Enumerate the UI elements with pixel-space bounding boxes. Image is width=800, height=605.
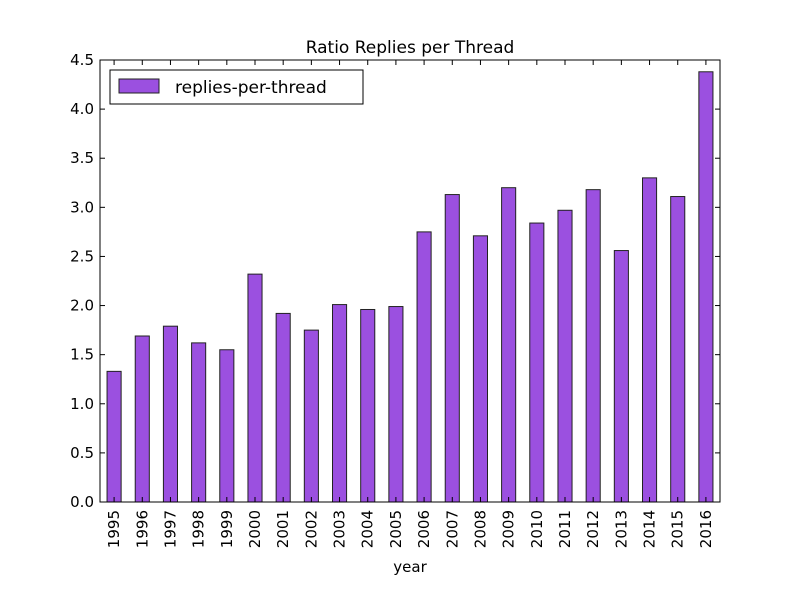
- x-tick-label: 2006: [415, 510, 433, 548]
- bar-1997: [162, 325, 178, 503]
- bar-2008: [472, 235, 488, 503]
- x-tick-label: 2015: [669, 510, 687, 548]
- y-tick-label: 4.5: [70, 51, 94, 69]
- bar-2011: [557, 209, 573, 503]
- bar-2001: [275, 312, 291, 503]
- x-tick-label: 2011: [556, 510, 574, 548]
- bar-2015: [670, 196, 686, 503]
- bar-2006: [416, 231, 432, 503]
- bar-2005: [388, 306, 404, 503]
- x-tick-label: 2013: [612, 510, 630, 548]
- x-tick-label: 2012: [584, 510, 602, 548]
- bar-2009: [501, 187, 517, 503]
- bar-1998: [191, 342, 207, 503]
- bar-2012: [585, 189, 601, 503]
- y-tick-label: 0.5: [70, 444, 94, 462]
- x-tick-label: 1995: [105, 510, 123, 548]
- legend-swatch: [118, 78, 160, 94]
- bar-2004: [360, 308, 376, 503]
- bar-1999: [219, 349, 235, 503]
- x-tick-label: 2008: [471, 510, 489, 548]
- x-tick-label: 2014: [641, 510, 659, 548]
- x-tick-label: 2000: [246, 510, 264, 548]
- x-tick-label: 2007: [443, 510, 461, 548]
- y-tick-label: 0.0: [70, 493, 94, 511]
- y-tick-label: 2.5: [70, 247, 94, 265]
- x-tick-label: 2010: [528, 510, 546, 548]
- bar-2007: [444, 194, 460, 503]
- x-tick-label: 1999: [218, 510, 236, 548]
- y-tick-label: 2.0: [70, 297, 94, 315]
- plot-frame: [99, 59, 721, 503]
- bar-2016: [698, 71, 714, 503]
- bar-2010: [529, 222, 545, 503]
- bar-1995: [106, 370, 122, 503]
- bar-2002: [303, 329, 319, 503]
- y-tick-label: 1.0: [70, 395, 94, 413]
- bar-2003: [332, 304, 348, 503]
- x-axis-label: year: [393, 558, 427, 576]
- bar-2014: [642, 177, 658, 503]
- chart-title: Ratio Replies per Thread: [306, 38, 515, 58]
- x-tick-label: 2009: [500, 510, 518, 548]
- bar-1996: [134, 335, 150, 503]
- x-tick-label: 2005: [387, 510, 405, 548]
- legend-label: replies-per-thread: [175, 78, 327, 98]
- legend: replies-per-thread: [109, 69, 364, 105]
- y-tick-label: 3.5: [70, 149, 94, 167]
- y-tick-label: 3.0: [70, 198, 94, 216]
- bar-2000: [247, 273, 263, 503]
- x-tick-label: 2002: [302, 510, 320, 548]
- bar-2013: [613, 250, 629, 503]
- y-tick-label: 1.5: [70, 346, 94, 364]
- x-tick-label: 1997: [161, 510, 179, 548]
- x-tick-label: 1998: [190, 510, 208, 548]
- x-tick-label: 1996: [133, 510, 151, 548]
- x-tick-label: 2004: [359, 510, 377, 548]
- x-tick-label: 2003: [331, 510, 349, 548]
- x-tick-label: 2001: [274, 510, 292, 548]
- x-tick-label: 2016: [697, 510, 715, 548]
- y-tick-label: 4.0: [70, 100, 94, 118]
